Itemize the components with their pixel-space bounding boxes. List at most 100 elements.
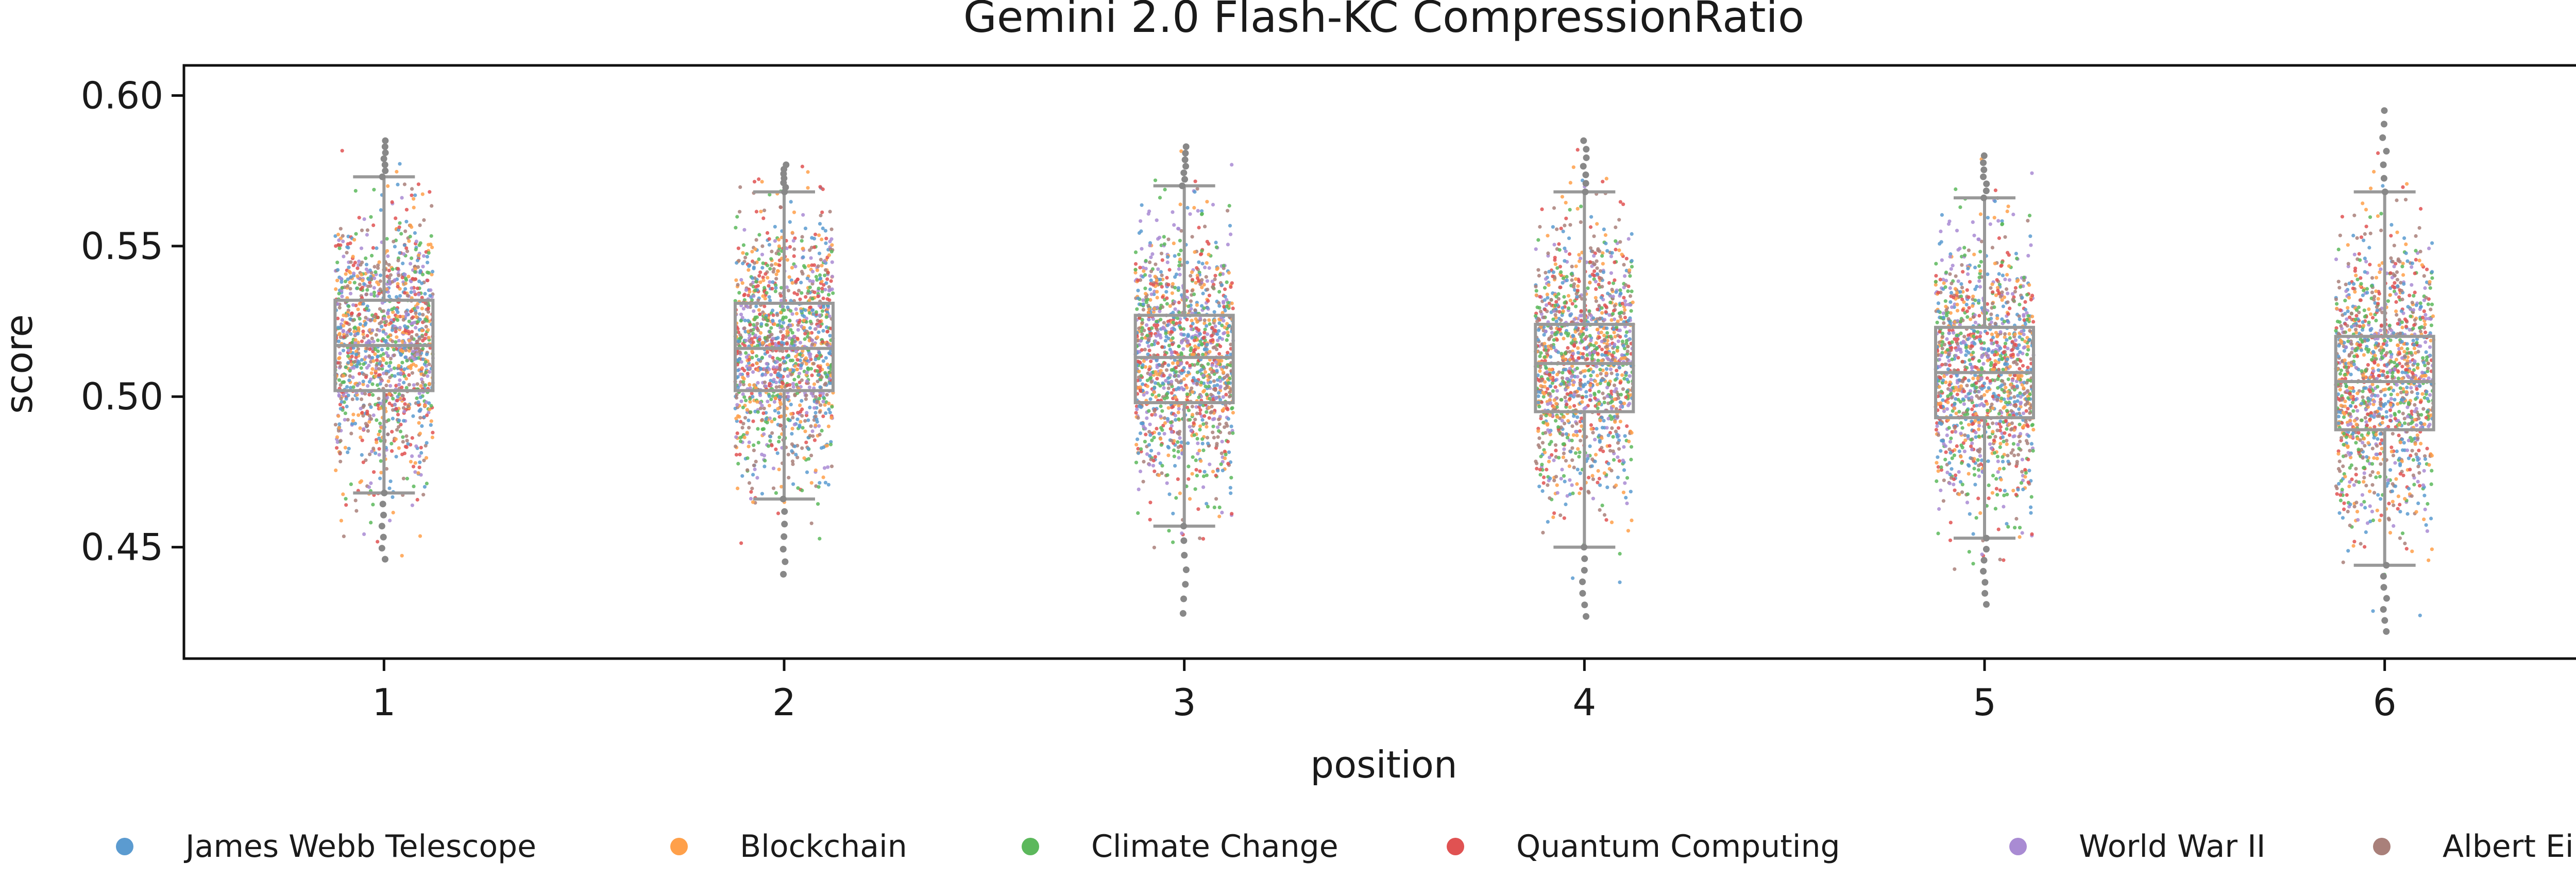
jitter-point (1173, 275, 1177, 279)
jitter-point (1594, 296, 1598, 300)
jitter-point (376, 263, 380, 267)
jitter-point (1197, 343, 1201, 347)
jitter-point (1618, 200, 1622, 204)
jitter-point (1205, 410, 1209, 414)
jitter-point (387, 401, 392, 406)
jitter-point (1559, 270, 1563, 274)
jitter-point (778, 363, 782, 367)
jitter-point (1223, 308, 1227, 313)
jitter-point (1570, 424, 1574, 428)
jitter-point (1544, 329, 1548, 334)
jitter-point (1537, 485, 1541, 489)
jitter-point (1225, 280, 1229, 284)
jitter-point (757, 257, 761, 262)
jitter-point (1192, 433, 1196, 437)
jitter-point (376, 315, 380, 320)
jitter-point (1136, 296, 1140, 300)
jitter-point (748, 290, 752, 294)
jitter-point (1629, 445, 1634, 449)
jitter-point (1200, 342, 1204, 347)
jitter-point (1545, 351, 1549, 355)
jitter-point (786, 305, 790, 309)
jitter-point (370, 336, 374, 341)
jitter-point (1158, 306, 1162, 310)
jitter-point (377, 447, 381, 451)
jitter-point (1218, 272, 1222, 277)
jitter-point (394, 407, 398, 411)
jitter-point (413, 193, 417, 197)
jitter-point (1160, 345, 1164, 349)
jitter-point (398, 251, 402, 255)
jitter-point (342, 324, 346, 328)
jitter-point (816, 335, 820, 339)
jitter-point (401, 318, 405, 322)
jitter-point (822, 305, 826, 309)
jitter-point (394, 437, 398, 441)
jitter-point (1147, 462, 1151, 467)
jitter-point (354, 355, 358, 359)
jitter-point (738, 350, 742, 355)
jitter-point (1231, 410, 1235, 415)
jitter-point (367, 278, 371, 282)
jitter-point (1136, 446, 1140, 451)
jitter-point (1229, 424, 1233, 428)
jitter-point (1555, 483, 1559, 487)
jitter-point (336, 325, 340, 330)
jitter-point (1541, 530, 1545, 534)
jitter-point (1577, 356, 1581, 360)
jitter-point (1575, 206, 1580, 211)
jitter-point (1579, 318, 1583, 323)
jitter-point (403, 272, 407, 277)
jitter-point (405, 358, 409, 363)
jitter-point (409, 290, 413, 295)
jitter-point (431, 430, 435, 435)
jitter-point (1212, 328, 1216, 332)
jitter-point (1218, 398, 1223, 402)
jitter-point (1594, 299, 1598, 303)
jitter-point (795, 455, 800, 460)
jitter-point (1156, 323, 1160, 327)
jitter-point (1589, 423, 1593, 427)
jitter-point (760, 252, 765, 256)
jitter-point (785, 246, 789, 250)
jitter-point (1609, 389, 1614, 393)
jitter-point (1543, 307, 1547, 312)
jitter-point (802, 456, 806, 460)
jitter-point (771, 313, 775, 317)
jitter-point (394, 340, 398, 344)
jitter-point (1198, 282, 1202, 286)
jitter-point (1544, 270, 1548, 275)
jitter-point (1190, 386, 1194, 390)
jitter-point (1546, 234, 1550, 238)
jitter-point (760, 266, 765, 270)
jitter-point (760, 418, 765, 422)
jitter-point (415, 258, 420, 263)
jitter-point (806, 418, 810, 422)
jitter-point (741, 392, 745, 396)
jitter-point (342, 380, 346, 384)
jitter-point (386, 354, 390, 358)
jitter-point (1140, 321, 1144, 325)
jitter-point (812, 263, 817, 267)
jitter-point (1153, 455, 1157, 459)
jitter-point (777, 237, 781, 242)
jitter-point (401, 476, 406, 480)
jitter-point (800, 399, 804, 403)
jitter-point (1568, 396, 1572, 401)
jitter-point (1597, 390, 1601, 394)
jitter-point (1205, 200, 1209, 204)
jitter-point (760, 180, 764, 184)
jitter-point (343, 418, 347, 422)
jitter-point (414, 248, 418, 252)
jitter-point (336, 316, 340, 321)
jitter-point (369, 292, 374, 297)
jitter-point (1145, 384, 1149, 388)
jitter-point (351, 254, 355, 258)
jitter-point (415, 396, 419, 401)
jitter-point (752, 443, 756, 447)
jitter-point (767, 243, 771, 247)
jitter-point (1622, 376, 1626, 381)
jitter-point (1588, 398, 1592, 402)
jitter-point (342, 374, 346, 378)
jitter-point (383, 323, 387, 327)
